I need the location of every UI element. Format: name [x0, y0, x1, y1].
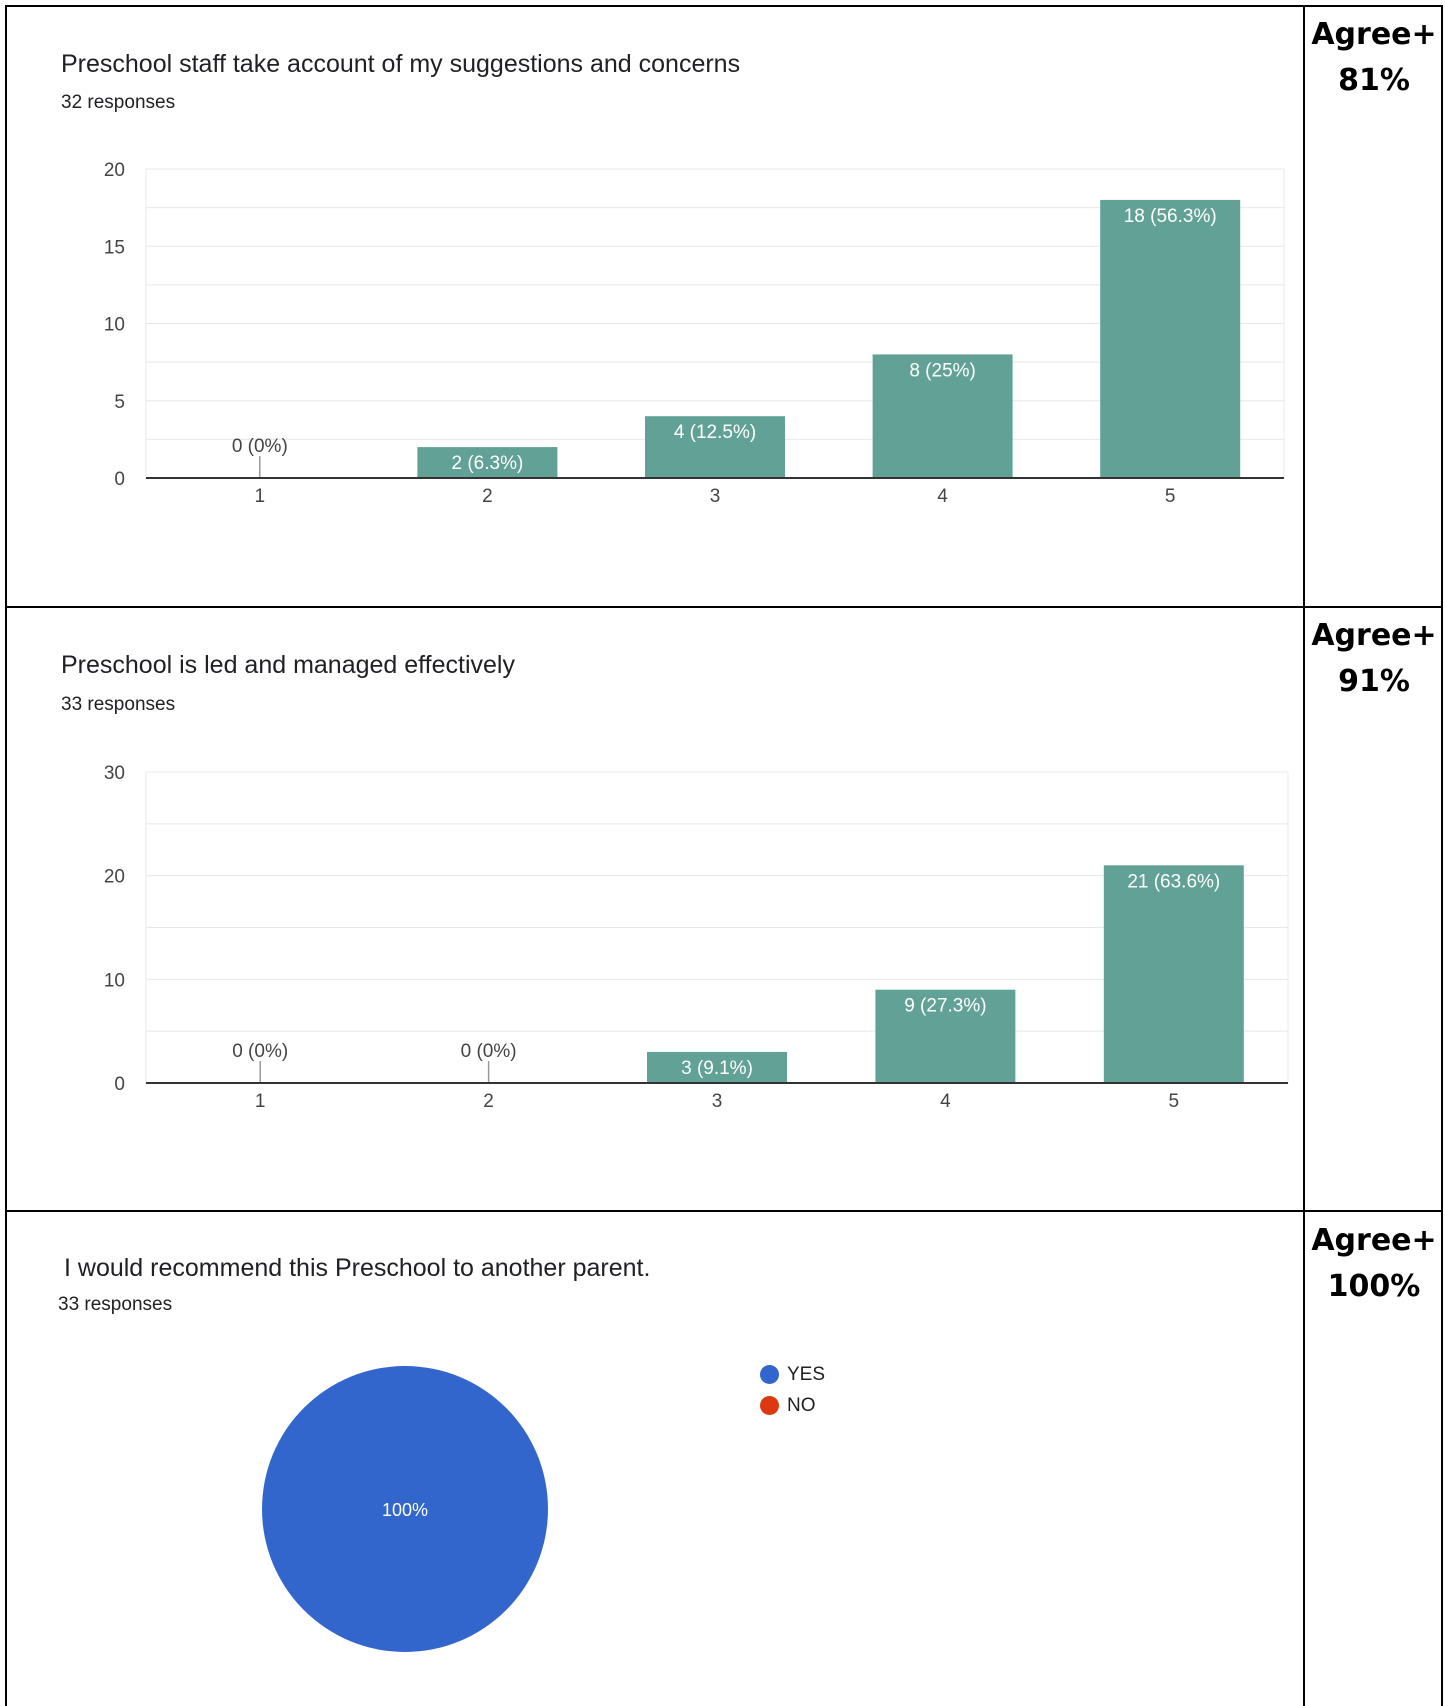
x-tick-label: 3	[710, 486, 721, 507]
pie-slice-label: 100%	[382, 1500, 428, 1520]
bar-data-label: 0 (0%)	[232, 436, 288, 457]
legend-no-label: NO	[787, 1394, 816, 1416]
y-tick-label: 10	[104, 970, 125, 991]
agree-box-2: Agree+ 91%	[1306, 613, 1442, 705]
bar-4	[875, 989, 1016, 1083]
bar-data-label: 0 (0%)	[232, 1041, 288, 1062]
x-tick-label: 4	[937, 486, 948, 507]
y-tick-label: 5	[114, 392, 125, 413]
chart-title: Preschool is led and managed effectively	[61, 651, 515, 679]
table-border-divider	[1303, 6, 1305, 1706]
response-count: 32 responses	[61, 92, 176, 113]
x-tick-label: 4	[940, 1091, 951, 1112]
chart-title: Preschool staff take account of my sugge…	[61, 50, 741, 78]
agree-label: Agree+	[1311, 17, 1437, 52]
bar-2	[417, 447, 558, 478]
table-border-right	[1441, 6, 1443, 1706]
bar-data-label: 2 (6.3%)	[451, 453, 523, 474]
agree-box-3: Agree+ 100%	[1306, 1218, 1442, 1310]
chart-title: I would recommend this Preschool to anot…	[64, 1254, 651, 1282]
pie-legend: YES NO	[760, 1359, 825, 1421]
legend-item-yes: YES	[760, 1359, 825, 1390]
bar-data-label: 21 (63.6%)	[1127, 871, 1220, 892]
pie-slice-yes	[262, 1366, 548, 1652]
bar-data-label: 8 (25%)	[909, 360, 976, 381]
bar-chart-2: 0 10 20 30 0 (0%) 1 0 (0%) 2 3 (9.1%) 3 9 (27.3%) 4…	[104, 763, 1289, 1112]
x-tick-label: 2	[482, 486, 493, 507]
table-row-divider-1	[5, 606, 1443, 608]
legend-no-swatch	[760, 1396, 779, 1415]
x-tick-label: 5	[1165, 486, 1176, 507]
agree-box-1: Agree+ 81%	[1306, 12, 1442, 104]
bar-data-label: 0 (0%)	[461, 1041, 517, 1062]
x-tick-label: 5	[1169, 1091, 1180, 1112]
y-tick-label: 15	[104, 237, 125, 258]
y-tick-label: 0	[114, 1074, 125, 1095]
bar-data-label: 3 (9.1%)	[681, 1058, 753, 1079]
bar-chart-1: 0 5 10 15 20 0 (0%) 1 2 (6.3%) 2 4 (12.5%) 3 8 (25%…	[104, 160, 1285, 507]
y-tick-label: 10	[104, 315, 125, 336]
bar-data-label: 4 (12.5%)	[674, 422, 756, 443]
x-tick-label: 2	[483, 1091, 494, 1112]
y-tick-label: 0	[114, 469, 125, 490]
x-tick-label: 1	[255, 486, 266, 507]
agree-value: 91%	[1338, 664, 1410, 699]
agree-value: 81%	[1338, 63, 1410, 98]
y-tick-label: 30	[104, 763, 125, 784]
bar-data-label: 9 (27.3%)	[904, 996, 986, 1017]
response-count: 33 responses	[58, 1294, 173, 1315]
y-tick-label: 20	[104, 160, 125, 181]
table-border-left	[5, 6, 7, 1706]
bar-5	[1103, 865, 1244, 1083]
y-tick-label: 20	[104, 867, 125, 888]
agree-value: 100%	[1327, 1269, 1421, 1304]
bar-3	[647, 1051, 787, 1083]
agree-label: Agree+	[1311, 1223, 1437, 1258]
legend-item-no: NO	[760, 1390, 825, 1421]
agree-label: Agree+	[1311, 618, 1437, 653]
x-tick-label: 1	[255, 1091, 266, 1112]
bar-5	[1100, 199, 1241, 478]
legend-yes-swatch	[760, 1365, 779, 1384]
response-count: 33 responses	[61, 694, 176, 715]
bar-data-label: 18 (56.3%)	[1124, 206, 1217, 227]
table-row-divider-2	[5, 1210, 1443, 1212]
table-border-top	[5, 5, 1443, 7]
bar-3	[645, 416, 785, 478]
x-tick-label: 3	[712, 1091, 723, 1112]
legend-yes-label: YES	[787, 1363, 826, 1385]
bar-4	[872, 354, 1013, 478]
